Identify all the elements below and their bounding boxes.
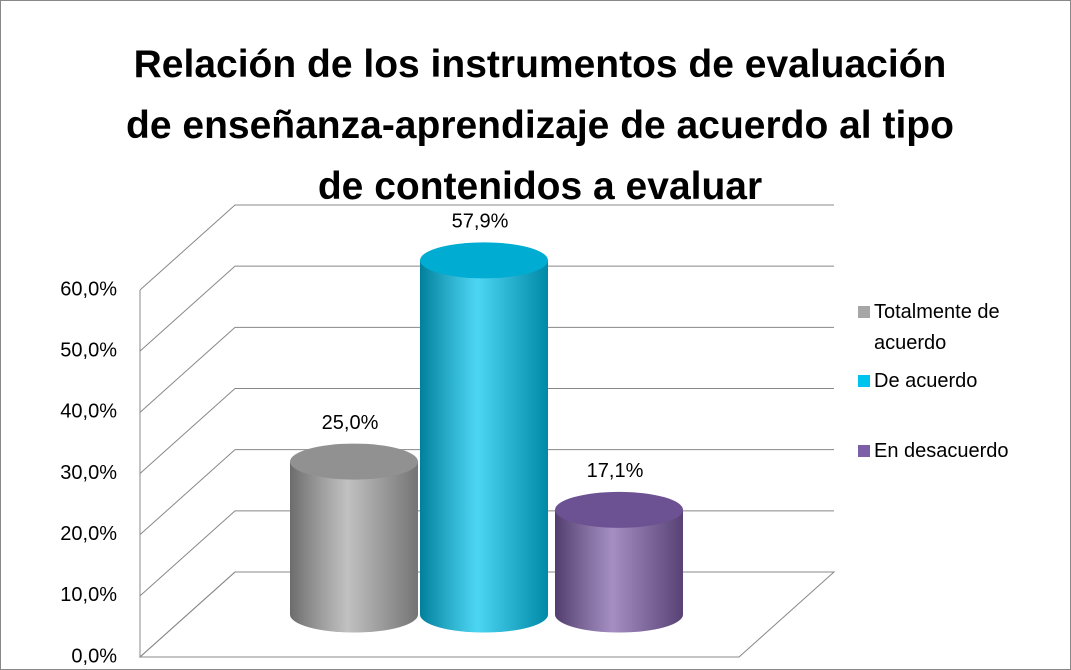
bar <box>555 491 683 633</box>
chart-title: Relación de los instrumentos de evaluaci… <box>126 43 954 208</box>
grid-line <box>139 388 834 474</box>
legend-label: Totalmente de acuerdo <box>874 301 1000 354</box>
grid-line <box>139 204 834 291</box>
data-label: 57,9% <box>452 211 509 233</box>
data-label: 25,0% <box>322 412 379 434</box>
y-tick-label: 40,0% <box>60 401 117 423</box>
y-tick-label: 50,0% <box>60 339 117 361</box>
bar-top <box>555 491 683 528</box>
grid-line <box>139 265 834 352</box>
bar-shade <box>555 509 683 633</box>
y-tick-label: 60,0% <box>60 278 117 300</box>
legend-label: De acuerdo <box>874 370 978 392</box>
bar-top <box>420 242 548 279</box>
bar <box>290 443 418 633</box>
legend-item: Totalmente de acuerdo <box>858 297 1038 359</box>
y-tick-label: 10,0% <box>60 584 117 606</box>
bar-top <box>290 443 418 480</box>
bar-top-shade <box>290 443 418 480</box>
legend-swatch <box>858 306 870 318</box>
bar-top-shade <box>420 242 548 279</box>
legend-swatch <box>858 375 870 387</box>
legend-swatch <box>858 445 870 457</box>
legend-item: De acuerdo <box>858 366 1038 397</box>
bar-shade <box>420 260 548 633</box>
grid-line <box>139 449 834 536</box>
bar <box>420 242 548 633</box>
y-tick-label: 0,0% <box>71 645 117 667</box>
y-tick-label: 20,0% <box>60 523 117 545</box>
data-label: 17,1% <box>587 460 644 482</box>
legend-item: En desacuerdo <box>858 436 1038 467</box>
bar-shade <box>290 461 418 633</box>
grid-line <box>139 326 834 413</box>
legend-label: En desacuerdo <box>874 440 1009 462</box>
bar-top-shade <box>555 491 683 528</box>
y-tick-label: 30,0% <box>60 462 117 484</box>
